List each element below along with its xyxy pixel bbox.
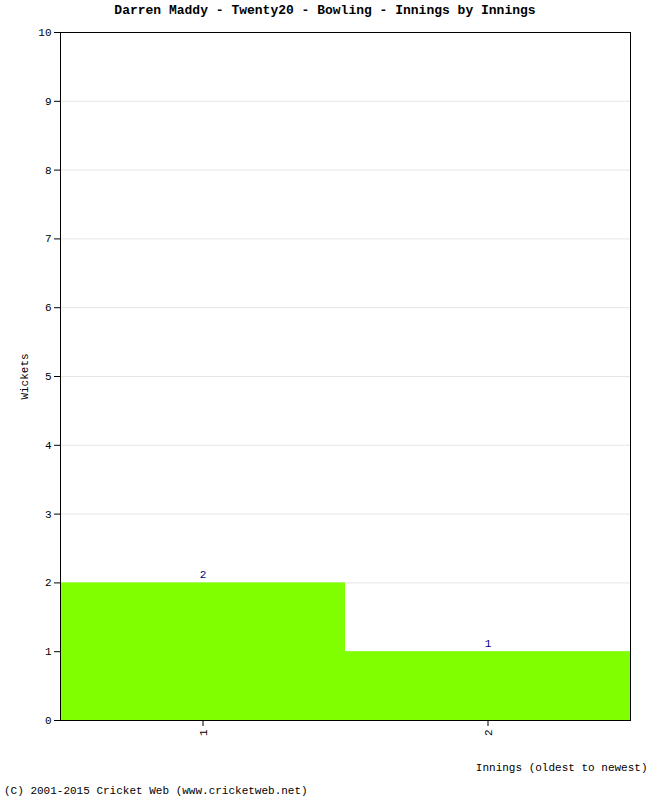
svg-text:8: 8 [45,165,52,177]
svg-text:Wickets: Wickets [19,353,31,399]
svg-text:Innings (oldest to newest): Innings (oldest to newest) [476,762,648,774]
html-text:Darren Maddy - Twenty20 - Bowl: Darren Maddy - Twenty20 - Bowling - Inni… [114,3,536,18]
svg-text:9: 9 [45,96,52,108]
svg-text:5: 5 [45,371,52,383]
svg-text:1: 1 [485,638,492,650]
svg-text:1: 1 [198,729,210,736]
svg-text:10: 10 [38,27,51,39]
svg-text:2: 2 [45,577,52,589]
svg-text:6: 6 [45,302,52,314]
svg-text:7: 7 [45,233,52,245]
svg-text:2: 2 [200,569,207,581]
html-text:(C) 2001-2015 Cricket Web (www: (C) 2001-2015 Cricket Web (www.cricketwe… [4,785,308,797]
svg-text:4: 4 [45,440,52,452]
svg-text:3: 3 [45,509,52,521]
svg-text:0: 0 [45,715,52,727]
svg-text:2: 2 [483,730,495,737]
svg-text:1: 1 [45,646,52,658]
